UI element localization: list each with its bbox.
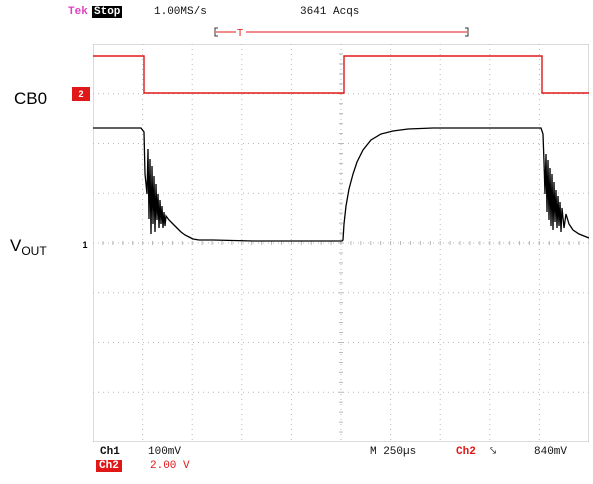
trigger-level-readout: 840mV	[534, 446, 568, 458]
trigger-slope-icon: ⤥	[490, 446, 497, 458]
ch2-volts-per-div: 2.00 V	[150, 460, 190, 472]
trigger-source-readout: Ch2	[456, 446, 476, 458]
ch2-readout-label: Ch2	[96, 460, 122, 472]
cb0-label: CB0	[14, 89, 48, 108]
brand-label: Tek	[68, 6, 88, 18]
ch1-readout-label: Ch1	[100, 446, 120, 458]
trigger-position-marker: T	[237, 28, 243, 38]
ch1-volts-per-div: 100mV	[148, 446, 182, 458]
vout-label-sub: OUT	[21, 244, 47, 258]
ch1-ground-marker[interactable]: 1	[82, 240, 88, 250]
record-position-bar[interactable]: T	[214, 26, 469, 38]
waveform-area	[93, 44, 589, 442]
timebase-readout: M 250µs	[370, 446, 417, 458]
run-stop-indicator[interactable]: Stop	[92, 6, 123, 18]
sample-rate-readout: 1.00MS/s	[154, 6, 207, 18]
graticule-grid	[93, 44, 589, 442]
vout-label: VOUT	[10, 236, 47, 258]
scope-display	[93, 44, 589, 442]
ch1-trace	[93, 127, 589, 242]
acquisition-count: 3641 Acqs	[300, 6, 360, 18]
ch2-trace	[93, 55, 589, 94]
vout-label-main: V	[10, 236, 22, 255]
ch2-ground-marker[interactable]: 2	[72, 87, 90, 101]
